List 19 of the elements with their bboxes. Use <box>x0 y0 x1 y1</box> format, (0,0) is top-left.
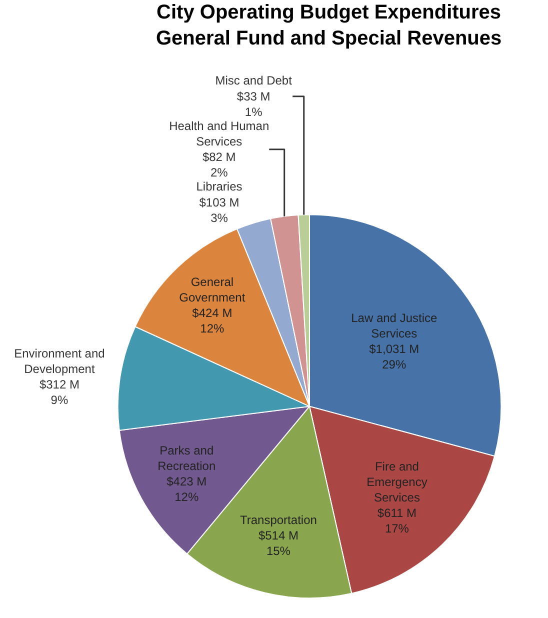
slice-label: Parks and Recreation <box>158 443 216 473</box>
data-label: $514 M 15% <box>258 528 298 558</box>
slice-label: Transportation <box>240 513 317 528</box>
chart-title: City Operating Budget Expenditures General Fund and Special Revenues <box>156 2 502 50</box>
data-label: $423 M 12% <box>166 474 207 504</box>
slice-label: Misc and Debt <box>215 74 293 88</box>
data-label: $611 M 17% <box>377 506 417 536</box>
slice-label: Health and Human Services <box>169 118 270 149</box>
data-label: $33 M 1% <box>236 89 270 119</box>
data-label: $82 M 2% <box>202 150 236 180</box>
data-label: $103 M 3% <box>199 195 240 225</box>
data-label: $312 M 9% <box>39 378 80 408</box>
slice-label: General Government <box>179 274 246 304</box>
slice-label: Environment and Development <box>14 346 105 376</box>
slice-label: Fire and Emergency Services <box>366 459 428 505</box>
slice-label: Law and Justice Services <box>351 310 438 341</box>
data-label: $424 M 12% <box>192 306 232 336</box>
data-label: $1,031 M 29% <box>369 342 420 372</box>
slice-label: Libraries <box>196 180 242 194</box>
